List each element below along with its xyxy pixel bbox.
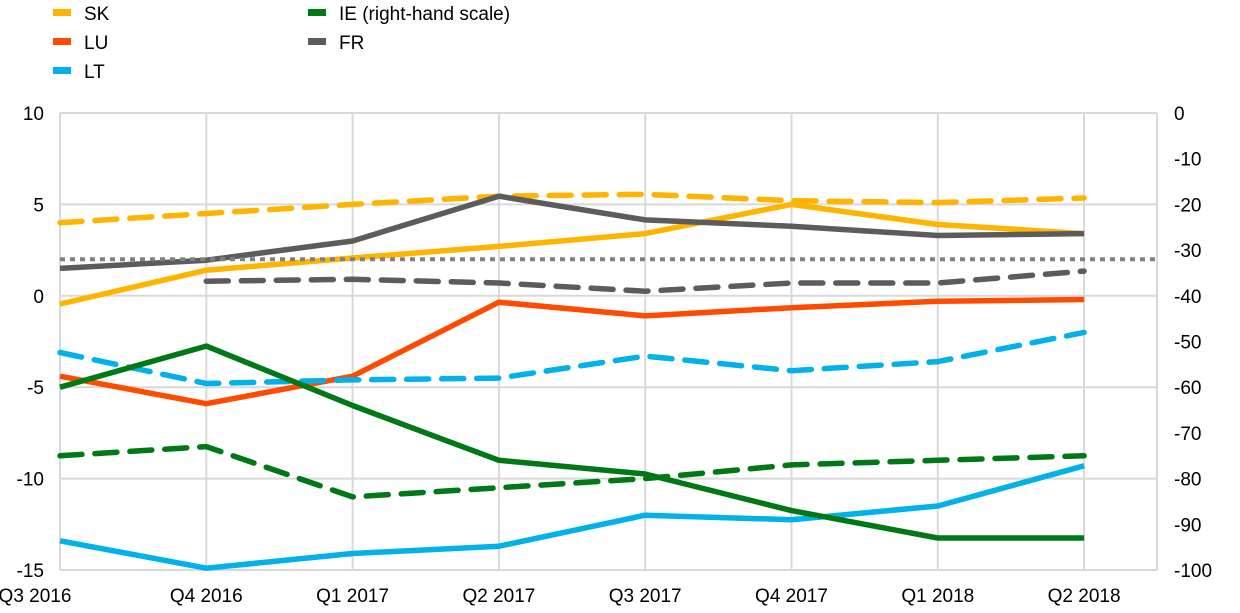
right-axis-tick-label: 0 [1174,104,1185,125]
series-line-fr-solid [59,193,1085,272]
x-axis-tick-label: Q3 2016 [0,586,71,607]
series-lines [57,191,1157,571]
right-axis-tick-label: -20 [1174,195,1201,216]
x-axis-tick-label: Q1 2017 [316,586,389,607]
legend-swatch [53,67,71,74]
left-axis-tick-label: 10 [23,104,44,125]
right-axis-tick-label: -30 [1174,241,1201,262]
left-axis-tick-label: -5 [27,378,44,399]
x-axis-tick-label: Q2 2017 [462,586,535,607]
series-line-sk-dashed [57,191,1087,226]
left-axis-tick-label: 5 [33,195,44,216]
series-line-fr-dashed [203,268,1087,294]
series-line-sk-solid [59,201,1085,307]
right-axis-tick-label: -100 [1174,561,1212,582]
legend-label: LU [84,33,108,54]
right-axis-tick-label: -70 [1174,424,1201,445]
right-axis-tick-label: -80 [1174,470,1201,491]
legend-swatch [53,38,71,45]
legend-swatch [53,9,71,16]
grid [59,112,1158,571]
left-axis-tick-label: -10 [17,470,44,491]
axis-ticks: 10 5 0 -5 -10 -15 0 -10 -20 -30 -40 -50 -60 -70 -80 -90… [0,104,1212,607]
x-axis-tick-label: Q2 2018 [1048,586,1121,607]
right-axis-tick-label: -10 [1174,150,1201,171]
legend-swatch [308,38,326,45]
legend-label: IE (right-hand scale) [339,4,510,25]
series-line-lt-solid [59,463,1085,571]
series-line-ie-solid [59,343,1085,541]
x-axis-tick-label: Q4 2017 [755,586,828,607]
legend-label: FR [339,33,364,54]
series-line-lt-dashed [57,329,1087,387]
left-axis-tick-label: -15 [17,561,44,582]
series-line-lu-solid [59,296,1085,407]
right-axis-tick-label: -90 [1174,515,1201,536]
right-axis-tick-label: -50 [1174,333,1201,354]
x-axis-tick-label: Q3 2017 [609,586,682,607]
legend: SK LU LT IE (right-hand scale) FR [53,4,510,83]
legend-label: LT [84,62,105,83]
right-axis-tick-label: -40 [1174,287,1201,308]
x-axis-tick-label: Q1 2018 [901,586,974,607]
left-axis-tick-label: 0 [33,287,44,308]
legend-label: SK [84,4,110,25]
right-axis-tick-label: -60 [1174,378,1201,399]
legend-swatch [308,9,326,16]
x-axis-tick-label: Q4 2016 [170,586,243,607]
series-line-ie-dashed [57,443,1087,500]
